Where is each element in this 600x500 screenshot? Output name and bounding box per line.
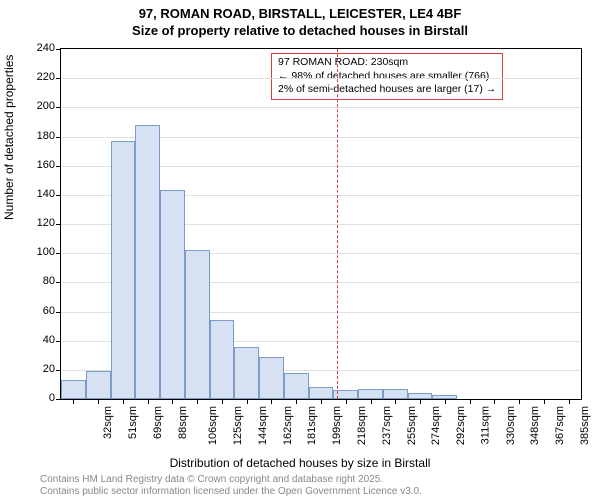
footer-line1: Contains HM Land Registry data © Crown c… — [40, 474, 422, 486]
y-tick-mark — [56, 370, 61, 371]
x-tick-label: 348sqm — [529, 406, 541, 445]
x-tick-label: 162sqm — [282, 406, 294, 445]
plot-area: 97 ROMAN ROAD: 230sqm ← 98% of detached … — [60, 48, 582, 400]
y-tick-label: 40 — [25, 334, 55, 346]
y-tick-mark — [56, 49, 61, 50]
x-tick-mark — [569, 399, 570, 404]
y-tick-mark — [56, 282, 61, 283]
y-tick-mark — [56, 78, 61, 79]
x-tick-mark — [445, 399, 446, 404]
x-tick-label: 181sqm — [307, 406, 319, 445]
annotation-line2: ← 98% of detached houses are smaller (76… — [278, 70, 496, 84]
x-tick-mark — [544, 399, 545, 404]
annotation-line1: 97 ROMAN ROAD: 230sqm — [278, 56, 496, 70]
histogram-bar — [210, 320, 235, 399]
y-tick-label: 160 — [25, 159, 55, 171]
histogram-bar — [383, 389, 408, 399]
x-tick-mark — [494, 399, 495, 404]
x-tick-mark — [98, 399, 99, 404]
marker-line — [337, 49, 338, 399]
gridline — [61, 78, 581, 79]
x-tick-mark — [321, 399, 322, 404]
x-tick-mark — [172, 399, 173, 404]
x-tick-mark — [296, 399, 297, 404]
x-tick-mark — [470, 399, 471, 404]
y-tick-mark — [56, 399, 61, 400]
y-tick-label: 180 — [25, 130, 55, 142]
x-tick-label: 125sqm — [232, 406, 244, 445]
y-tick-mark — [56, 166, 61, 167]
chart-container: 97, ROMAN ROAD, BIRSTALL, LEICESTER, LE4… — [0, 0, 600, 500]
x-tick-label: 88sqm — [177, 406, 189, 439]
chart-subtitle: Size of property relative to detached ho… — [0, 23, 600, 40]
x-tick-label: 237sqm — [381, 406, 393, 445]
x-axis-label: Distribution of detached houses by size … — [0, 456, 600, 470]
y-tick-label: 60 — [25, 305, 55, 317]
y-tick-label: 120 — [25, 217, 55, 229]
chart-title: 97, ROMAN ROAD, BIRSTALL, LEICESTER, LE4… — [0, 0, 600, 23]
gridline — [61, 107, 581, 108]
y-tick-label: 100 — [25, 246, 55, 258]
x-tick-label: 385sqm — [579, 406, 591, 445]
y-tick-label: 240 — [25, 42, 55, 54]
y-tick-mark — [56, 312, 61, 313]
x-tick-label: 330sqm — [505, 406, 517, 445]
x-tick-mark — [395, 399, 396, 404]
footer-line2: Contains public sector information licen… — [40, 486, 422, 498]
x-tick-label: 106sqm — [208, 406, 220, 445]
x-tick-mark — [271, 399, 272, 404]
x-tick-label: 69sqm — [152, 406, 164, 439]
x-tick-mark — [519, 399, 520, 404]
y-tick-label: 220 — [25, 71, 55, 83]
x-tick-label: 255sqm — [406, 406, 418, 445]
y-axis-label: Number of detached properties — [2, 55, 16, 220]
histogram-bar — [234, 347, 259, 400]
histogram-bar — [358, 389, 383, 399]
x-tick-label: 311sqm — [479, 406, 491, 444]
histogram-bar — [284, 373, 309, 399]
x-tick-label: 367sqm — [554, 406, 566, 445]
x-tick-label: 274sqm — [430, 406, 442, 445]
x-tick-mark — [346, 399, 347, 404]
histogram-bar — [185, 250, 210, 399]
y-tick-label: 200 — [25, 100, 55, 112]
histogram-bar — [160, 190, 185, 399]
x-tick-label: 144sqm — [257, 406, 269, 445]
x-tick-label: 199sqm — [331, 406, 343, 445]
y-tick-mark — [56, 137, 61, 138]
histogram-bar — [111, 141, 136, 399]
x-tick-label: 32sqm — [102, 406, 114, 439]
x-tick-mark — [73, 399, 74, 404]
x-tick-mark — [148, 399, 149, 404]
y-tick-mark — [56, 195, 61, 196]
x-tick-label: 292sqm — [455, 406, 467, 445]
x-tick-label: 218sqm — [356, 406, 368, 445]
y-tick-label: 0 — [25, 392, 55, 404]
x-tick-mark — [123, 399, 124, 404]
y-tick-mark — [56, 341, 61, 342]
histogram-bar — [309, 387, 334, 399]
x-tick-mark — [197, 399, 198, 404]
x-tick-mark — [420, 399, 421, 404]
y-tick-mark — [56, 224, 61, 225]
x-tick-label: 51sqm — [127, 406, 139, 439]
x-tick-mark — [222, 399, 223, 404]
y-tick-label: 140 — [25, 188, 55, 200]
annotation-line3: 2% of semi-detached houses are larger (1… — [278, 83, 496, 97]
y-tick-label: 20 — [25, 363, 55, 375]
annotation-box: 97 ROMAN ROAD: 230sqm ← 98% of detached … — [271, 53, 503, 100]
y-tick-mark — [56, 107, 61, 108]
histogram-bar — [135, 125, 160, 399]
x-tick-mark — [247, 399, 248, 404]
histogram-bar — [86, 371, 111, 399]
y-tick-label: 80 — [25, 275, 55, 287]
histogram-bar — [259, 357, 284, 399]
y-tick-mark — [56, 253, 61, 254]
footer-attribution: Contains HM Land Registry data © Crown c… — [40, 474, 422, 498]
histogram-bar — [61, 380, 86, 399]
x-tick-mark — [371, 399, 372, 404]
